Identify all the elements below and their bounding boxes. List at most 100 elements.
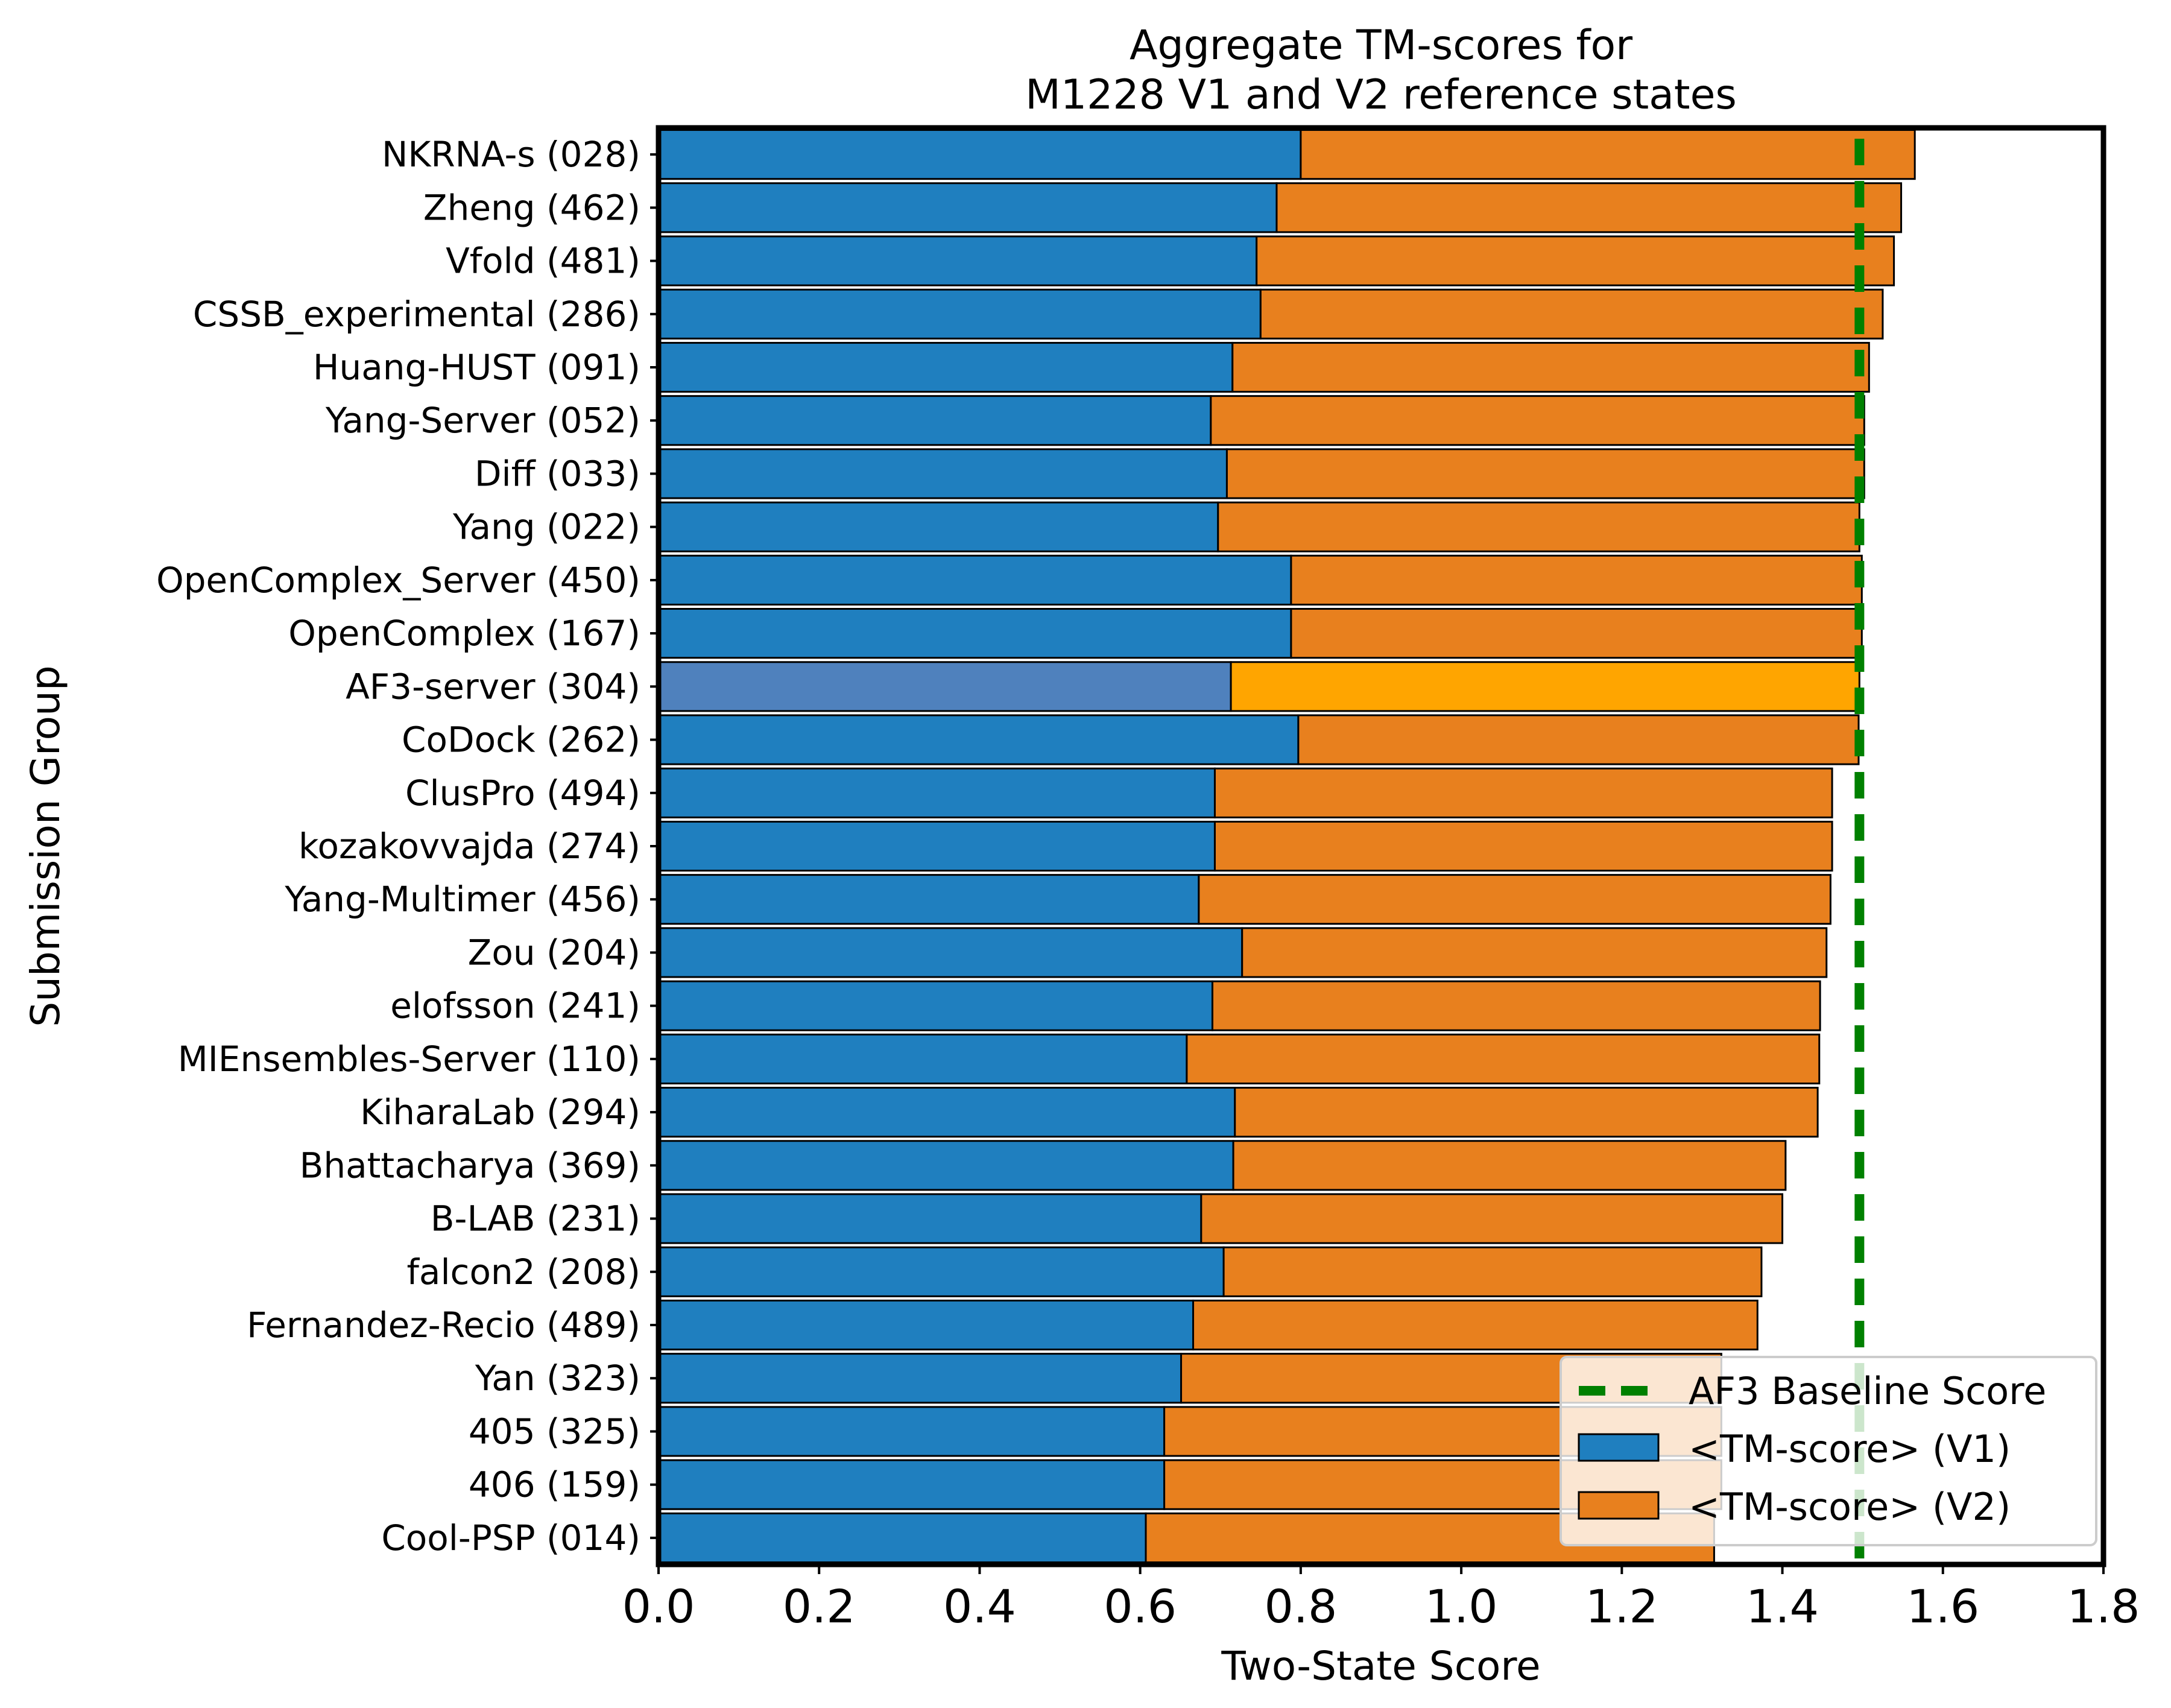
bar-v1 bbox=[657, 1140, 1234, 1191]
bar-v2 bbox=[1290, 554, 1863, 606]
bar-v1 bbox=[657, 714, 1300, 765]
bar-v2 bbox=[1241, 927, 1828, 978]
bar-v2 bbox=[1200, 1193, 1784, 1244]
x-tick-label: 0.6 bbox=[1104, 1580, 1177, 1633]
category-label: Fernandez-Recio (489) bbox=[247, 1305, 640, 1346]
x-tick-label: 1.4 bbox=[1746, 1580, 1819, 1633]
bar-v2 bbox=[1198, 874, 1831, 925]
category-label: Vfold (481) bbox=[446, 241, 640, 282]
x-tick-label: 1.0 bbox=[1425, 1580, 1498, 1633]
bar-v1 bbox=[657, 1246, 1225, 1297]
category-label: NKRNA-s (028) bbox=[382, 134, 640, 175]
legend: AF3 Baseline Score <TM-score> (V1) <TM-s… bbox=[1560, 1356, 2097, 1546]
bar-v2 bbox=[1290, 608, 1863, 659]
bar-v1 bbox=[657, 820, 1216, 872]
bar-v1 bbox=[657, 1459, 1166, 1510]
bar-v1 bbox=[657, 927, 1244, 978]
category-label: Yang-Server (052) bbox=[325, 400, 640, 441]
bar-v1 bbox=[657, 608, 1292, 659]
bar-v1 bbox=[657, 501, 1219, 552]
bar-v1 bbox=[657, 1406, 1166, 1457]
x-axis-ticks: 0.0 0.2 0.4 0.6 0.8 1.0 1.2 1.4 1.6 1.8 bbox=[622, 1564, 2140, 1633]
bar-v2 bbox=[1222, 1246, 1763, 1297]
bar-v1 bbox=[657, 980, 1213, 1031]
x-tick-label: 0.4 bbox=[943, 1580, 1016, 1633]
bar-v1 bbox=[657, 341, 1234, 393]
bar-v1 bbox=[657, 874, 1200, 925]
category-label: OpenComplex_Server (450) bbox=[156, 560, 640, 601]
plot-frame bbox=[656, 125, 2106, 1567]
legend-box bbox=[1560, 1356, 2097, 1546]
bar-v1 bbox=[657, 1353, 1183, 1404]
bars-group bbox=[657, 129, 1916, 1563]
category-label: Cool-PSP (014) bbox=[381, 1517, 640, 1558]
bar-v1 bbox=[657, 235, 1258, 286]
category-label: Yang (022) bbox=[452, 507, 640, 548]
category-labels: NKRNA-s (028) Zheng (462) Vfold (481) CSSB_… bbox=[156, 134, 659, 1558]
bar-v1 bbox=[657, 395, 1212, 446]
bar-v2 bbox=[1210, 395, 1865, 446]
legend-v1-swatch bbox=[1578, 1433, 1660, 1462]
bar-v1 bbox=[657, 767, 1216, 818]
x-tick-label: 1.6 bbox=[1906, 1580, 1979, 1633]
category-label: Yang-Multimer (456) bbox=[284, 879, 640, 920]
x-tick-label: 1.8 bbox=[2067, 1580, 2140, 1633]
category-label: falcon2 (208) bbox=[406, 1251, 640, 1292]
x-tick-label: 1.2 bbox=[1585, 1580, 1658, 1633]
bar-v2 bbox=[1234, 1087, 1819, 1138]
category-label: Bhattacharya (369) bbox=[300, 1145, 640, 1186]
bar-v2 bbox=[1217, 501, 1860, 552]
category-label: Diff (033) bbox=[475, 453, 640, 494]
bar-v2 bbox=[1192, 1299, 1759, 1351]
legend-v2-label: <TM-score> (V2) bbox=[1689, 1485, 2011, 1529]
category-label: kozakovvajda (274) bbox=[299, 826, 640, 867]
category-label: KiharaLab (294) bbox=[360, 1092, 640, 1133]
x-axis-label: Two-State Score bbox=[1221, 1643, 1540, 1689]
bar-v1 bbox=[657, 182, 1278, 233]
bar-v2 bbox=[1230, 661, 1860, 712]
bar-v1 bbox=[657, 448, 1228, 499]
bar-v2 bbox=[1232, 1140, 1787, 1191]
bar-v2 bbox=[1259, 288, 1884, 340]
bar-v1 bbox=[657, 661, 1232, 712]
bar-v2 bbox=[1213, 767, 1833, 818]
category-label: AF3-server (304) bbox=[346, 666, 640, 707]
bar-v1 bbox=[657, 1299, 1195, 1351]
bar-v1 bbox=[657, 554, 1292, 606]
bar-v1 bbox=[657, 1087, 1236, 1138]
category-label: Zou (204) bbox=[468, 932, 640, 973]
legend-v1-label: <TM-score> (V1) bbox=[1689, 1427, 2011, 1471]
bar-v1 bbox=[657, 1512, 1147, 1563]
bar-v1 bbox=[657, 288, 1262, 340]
category-label: OpenComplex (167) bbox=[288, 613, 640, 654]
category-label: Huang-HUST (091) bbox=[313, 347, 640, 388]
legend-baseline-label: AF3 Baseline Score bbox=[1689, 1369, 2046, 1413]
bar-v2 bbox=[1225, 448, 1865, 499]
x-tick-label: 0.8 bbox=[1264, 1580, 1337, 1633]
bar-v2 bbox=[1231, 341, 1870, 393]
bar-v2 bbox=[1297, 714, 1860, 765]
bar-v1 bbox=[657, 1033, 1188, 1084]
category-label: 405 (325) bbox=[469, 1411, 640, 1452]
bar-v2 bbox=[1275, 182, 1903, 233]
x-tick-label: 0.2 bbox=[783, 1580, 856, 1633]
category-label: CSSB_experimental (286) bbox=[193, 294, 640, 335]
x-tick-label: 0.0 bbox=[622, 1580, 695, 1633]
bar-v2 bbox=[1256, 235, 1895, 286]
category-label: ClusPro (494) bbox=[405, 773, 640, 814]
bar-v1 bbox=[657, 1193, 1202, 1244]
chart-title-line-1: Aggregate TM-scores for bbox=[1130, 22, 1632, 69]
category-label: CoDock (262) bbox=[402, 720, 640, 761]
category-label: B-LAB (231) bbox=[431, 1198, 640, 1239]
category-label: MIEnsembles-Server (110) bbox=[178, 1039, 640, 1080]
category-label: 406 (159) bbox=[469, 1464, 640, 1505]
bar-v2 bbox=[1211, 980, 1821, 1031]
legend-v2-swatch bbox=[1578, 1491, 1660, 1520]
chart-title-line-2: M1228 V1 and V2 reference states bbox=[1025, 71, 1737, 119]
category-label: Zheng (462) bbox=[423, 187, 640, 228]
category-label: Yan (323) bbox=[475, 1358, 640, 1399]
y-axis-label: Submission Group bbox=[22, 665, 69, 1026]
bar-v2 bbox=[1213, 820, 1833, 872]
bar-v2 bbox=[1300, 129, 1916, 180]
